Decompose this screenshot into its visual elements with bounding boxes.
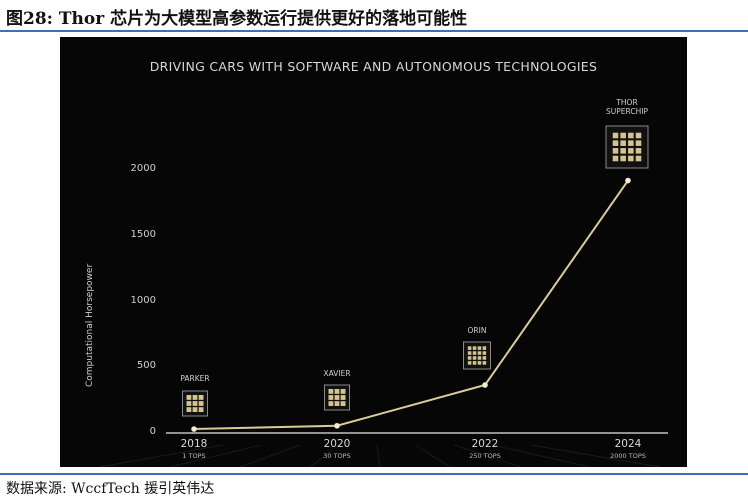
x-tick-label: 2018	[180, 438, 208, 450]
x-tick-label: 2020	[323, 438, 351, 450]
data-point	[482, 382, 488, 388]
data-point	[191, 426, 197, 432]
x-tick-sublabel: 30 TOPS	[323, 452, 351, 460]
y-tick-label: 500	[136, 360, 156, 372]
chip-label: ORIN	[467, 326, 487, 335]
chip-icon	[463, 341, 491, 370]
series-line	[193, 179, 629, 431]
y-tick-label: 1000	[130, 294, 156, 306]
x-tick-sublabel: 250 TOPS	[469, 452, 501, 460]
data-point	[334, 422, 340, 429]
x-tick-label: 2022	[471, 438, 499, 450]
bottom-rule	[0, 473, 748, 475]
chart-svg	[99, 125, 668, 467]
data-point	[625, 177, 631, 184]
y-tick-label: 0	[149, 426, 156, 437]
chip-icon	[605, 125, 649, 169]
floor-line	[239, 444, 301, 467]
chip-label: PARKER	[180, 374, 210, 383]
floor-line	[309, 444, 339, 467]
chip-label: THOR SUPERCHIP	[606, 98, 648, 116]
top-rule	[0, 30, 748, 32]
floor-line	[492, 444, 591, 467]
x-tick-sublabel: 1 TOPS	[182, 452, 206, 460]
x-tick-sublabel: 2000 TOPS	[610, 452, 646, 460]
chart-panel: DRIVING CARS WITH SOFTWARE AND AUTONOMOU…	[60, 37, 687, 467]
y-tick-label: 2000	[130, 163, 156, 174]
floor-line	[169, 444, 262, 467]
chip-icon	[324, 384, 350, 411]
floor-line	[376, 444, 381, 467]
chip-label: XAVIER	[323, 369, 351, 378]
chart-title: DRIVING CARS WITH SOFTWARE AND AUTONOMOU…	[149, 59, 598, 74]
x-tick-label: 2024	[614, 438, 642, 450]
figure-title: 图28: Thor 芯片为大模型高参数运行提供更好的落地可能性	[6, 9, 468, 29]
floor-line	[530, 444, 661, 467]
floor-line	[415, 444, 451, 467]
figure-source: 数据来源: WccfTech 援引英伟达	[6, 481, 215, 497]
floor-line	[99, 444, 223, 467]
chip-icon	[182, 390, 208, 417]
floor-line	[453, 444, 521, 467]
y-tick-label: 1500	[130, 228, 156, 240]
y-axis-label: Computational Horsepower	[85, 263, 95, 387]
